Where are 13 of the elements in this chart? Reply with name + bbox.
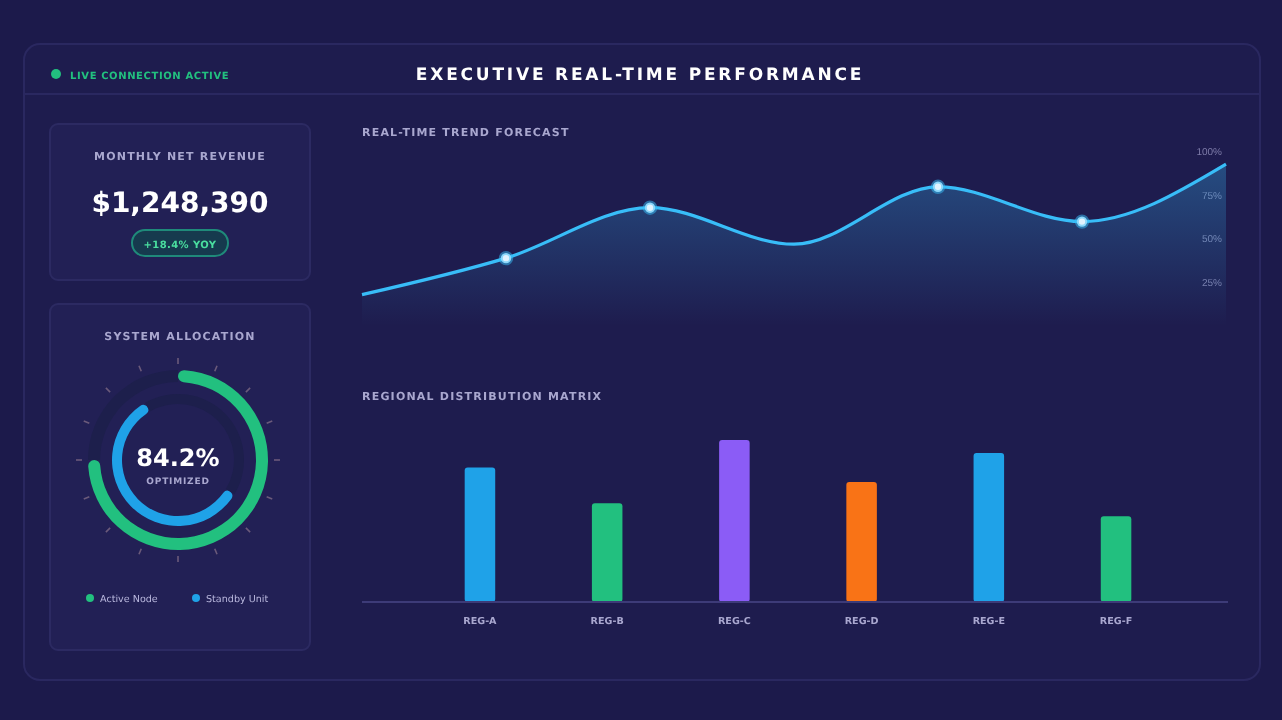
bar (973, 452, 1005, 602)
point (498, 250, 514, 266)
point (930, 179, 946, 194)
bar (719, 440, 750, 602)
text: $1,248,390 (91, 188, 270, 220)
bar (1100, 516, 1132, 602)
text: EXECUTIVE REAL-TIME PERFORMANCE (415, 66, 865, 86)
bar (591, 503, 623, 602)
point (642, 200, 658, 215)
bar (464, 467, 496, 602)
bar (846, 482, 877, 602)
point (1074, 214, 1090, 229)
text: 84.2% (136, 444, 220, 472)
